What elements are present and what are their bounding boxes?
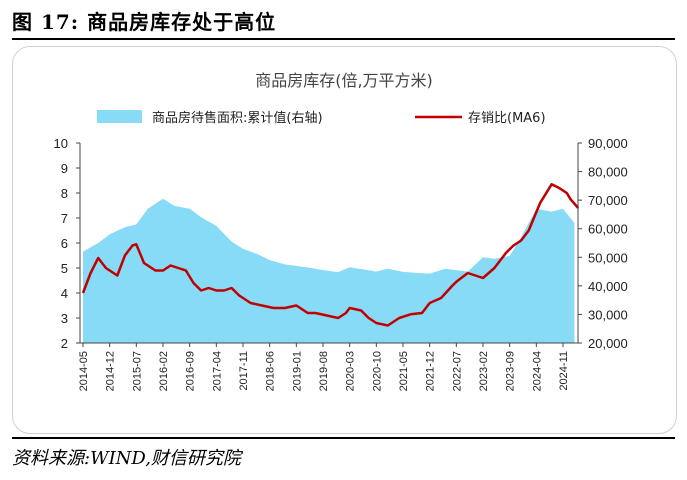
y-right-tick-label: 50,000	[588, 250, 628, 265]
line-series	[81, 183, 580, 327]
y-left-tick-label: 4	[61, 286, 68, 301]
y-right-axis: 20,000 30,000 40,000 50,000 60,000 70,000 80,0…	[578, 136, 628, 351]
chart-frame	[12, 46, 677, 434]
x-tick-label: 2023-02	[478, 351, 490, 391]
source-rule	[12, 437, 675, 439]
x-tick-label: 2024-04	[531, 351, 543, 391]
x-tick-label: 2020-03	[345, 351, 357, 391]
y-right-tick-label: 30,000	[588, 307, 628, 322]
x-tick-label: 2015-07	[131, 351, 143, 391]
y-left-tick-label: 2	[61, 336, 68, 351]
source-note: 资料来源:WIND,财信研究院	[12, 448, 241, 469]
x-tick-label: 2017-11	[238, 351, 250, 391]
y-right-tick-label: 70,000	[588, 193, 628, 208]
y-right-tick-label: 80,000	[588, 165, 628, 180]
x-axis: 2014-05 2014-12 2015-07 2016-02 2016-09 2017-…	[78, 343, 570, 391]
x-tick-label: 2024-11	[558, 351, 570, 391]
x-tick-label: 2020-10	[371, 351, 383, 391]
title-rule	[12, 38, 675, 40]
x-tick-label: 2019-08	[318, 351, 330, 391]
area-series	[83, 198, 575, 343]
x-tick-label: 2014-12	[105, 351, 117, 391]
y-left-tick-label: 3	[61, 311, 68, 326]
y-right-tick-label: 90,000	[588, 136, 628, 151]
ratio-series-line	[81, 183, 580, 327]
y-left-axis: 2 3 4 5 6 7 8 9 10	[54, 136, 80, 351]
legend-line-label: 存销比(MA6)	[468, 111, 546, 126]
x-tick-label: 2023-09	[505, 351, 517, 391]
x-tick-label: 2018-06	[265, 351, 277, 391]
y-left-tick-label: 5	[61, 261, 68, 276]
x-tick-label: 2021-12	[425, 351, 437, 391]
legend-area-swatch	[97, 110, 142, 123]
x-tick-label: 2016-02	[158, 351, 170, 391]
area-series-fill	[83, 198, 575, 343]
x-tick-label: 2016-09	[185, 351, 197, 391]
x-tick-label: 2017-04	[211, 351, 223, 391]
y-left-tick-label: 9	[61, 161, 68, 176]
y-left-tick-label: 7	[61, 211, 68, 226]
x-tick-label: 2019-01	[291, 351, 303, 391]
x-tick-label: 2022-07	[451, 351, 463, 391]
x-tick-label: 2014-05	[78, 351, 90, 391]
y-left-tick-label: 6	[61, 236, 68, 251]
chart-title: 商品房库存(倍,万平方米)	[255, 71, 433, 90]
y-right-tick-label: 40,000	[588, 279, 628, 294]
y-right-tick-label: 60,000	[588, 222, 628, 237]
figure-title: 图 17: 商品房库存处于高位	[12, 10, 277, 34]
y-right-tick-label: 20,000	[588, 336, 628, 351]
y-left-tick-label: 10	[54, 136, 68, 151]
legend-area-label: 商品房待售面积:累计值(右轴)	[152, 110, 323, 126]
y-left-tick-label: 8	[61, 186, 68, 201]
x-tick-label: 2021-05	[398, 351, 410, 391]
